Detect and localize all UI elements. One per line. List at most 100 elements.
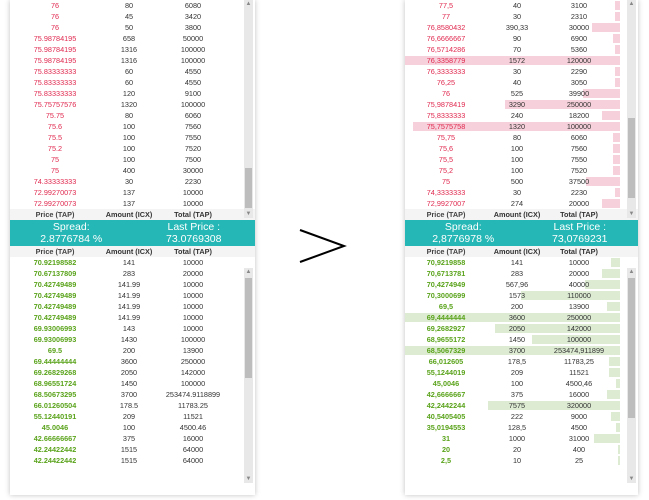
scroll-up-icon[interactable]: ▲	[628, 269, 635, 275]
bid-row[interactable]: 69,5 200 13900	[405, 301, 638, 312]
scroll-thumb[interactable]	[245, 278, 252, 378]
scroll-down-icon[interactable]: ▼	[628, 211, 635, 217]
scroll-down-icon[interactable]: ▼	[628, 476, 635, 482]
ask-row[interactable]: 76,6666667 90 6900	[405, 33, 638, 44]
depth-bar	[405, 313, 620, 322]
scroll-down-icon[interactable]: ▼	[245, 211, 252, 217]
ask-list[interactable]: 77,5 40 3100 77 30 2310 76,8580432 390,33 30000 7…	[405, 0, 638, 209]
ask-list[interactable]: 76 80 6080 76 45 3420 76 50 3800 75.98784195 658 50…	[10, 0, 255, 209]
ask-row[interactable]: 77 30 2310	[405, 11, 638, 22]
ask-row[interactable]: 76,25 40 3050	[405, 77, 638, 88]
bid-list[interactable]: 70.92198582 141 10000 70.67137809 283 20000 70…	[10, 257, 255, 466]
bid-row[interactable]: 55,1244019 209 11521	[405, 367, 638, 378]
bid-row[interactable]: 42.24422442 1515 64000	[10, 455, 255, 466]
ask-row[interactable]: 75.98784195 658 50000	[10, 33, 255, 44]
price-cell: 42.24422442	[33, 456, 77, 465]
ask-row[interactable]: 75 400 30000	[10, 165, 255, 176]
ask-row[interactable]: 76 50 3800	[10, 22, 255, 33]
ask-row[interactable]: 76 525 39900	[405, 88, 638, 99]
ask-scrollbar[interactable]: ▲ ▼	[627, 0, 636, 218]
bid-row[interactable]: 69.93006993 1430 100000	[10, 334, 255, 345]
ask-row[interactable]: 75 100 7500	[10, 154, 255, 165]
bid-row[interactable]: 70.42749489 141.99 10000	[10, 290, 255, 301]
ask-row[interactable]: 75,8333333 240 18200	[405, 110, 638, 121]
bid-row[interactable]: 42.24422442 1515 64000	[10, 444, 255, 455]
ask-row[interactable]: 74,3333333 30 2230	[405, 187, 638, 198]
bid-row[interactable]: 70.42749489 141.99 10000	[10, 279, 255, 290]
bid-row[interactable]: 68,5067329 3700 253474,911899	[405, 345, 638, 356]
bid-row[interactable]: 20 20 400	[405, 444, 638, 455]
ask-row[interactable]: 72,9927007 274 20000	[405, 198, 638, 209]
ask-row[interactable]: 72.99270073 137 10000	[10, 187, 255, 198]
ask-row[interactable]: 75 500 37500	[405, 176, 638, 187]
ask-row[interactable]: 75.98784195 1316 100000	[10, 55, 255, 66]
bid-row[interactable]: 45,0046 100 4500,46	[405, 378, 638, 389]
bid-row[interactable]: 70,9219858 141 10000	[405, 257, 638, 268]
bid-row[interactable]: 2,5 10 25	[405, 455, 638, 466]
bid-row[interactable]: 66,012605 178,5 11783,25	[405, 356, 638, 367]
bid-row[interactable]: 66.01260504 178.5 11783.25	[10, 400, 255, 411]
bid-row[interactable]: 40,5405405 222 9000	[405, 411, 638, 422]
scroll-up-icon[interactable]: ▲	[245, 1, 252, 7]
scroll-thumb[interactable]	[245, 168, 252, 208]
ask-row[interactable]: 75,75 80 6060	[405, 132, 638, 143]
ask-row[interactable]: 75,6 100 7560	[405, 143, 638, 154]
bid-row[interactable]: 68.50673295 3700 253474.9118899	[10, 389, 255, 400]
bid-row[interactable]: 70,4274949 567,96 40000	[405, 279, 638, 290]
bid-row[interactable]: 69,2682927 2050 142000	[405, 323, 638, 334]
ask-row[interactable]: 76,3333333 30 2290	[405, 66, 638, 77]
scroll-thumb[interactable]	[628, 118, 635, 198]
bid-row[interactable]: 42.66666667 375 16000	[10, 433, 255, 444]
bid-row[interactable]: 69.93006993 143 10000	[10, 323, 255, 334]
bid-row[interactable]: 69,4444444 3600 250000	[405, 312, 638, 323]
scroll-down-icon[interactable]: ▼	[245, 476, 252, 482]
bid-row[interactable]: 55.12440191 209 11521	[10, 411, 255, 422]
total-cell: 3420	[184, 12, 202, 21]
bid-row[interactable]: 69.26829268 2050 142000	[10, 367, 255, 378]
ask-row[interactable]: 74.33333333 30 2230	[10, 176, 255, 187]
ask-row[interactable]: 75.98784195 1316 100000	[10, 44, 255, 55]
ask-row[interactable]: 75.83333333 120 9100	[10, 88, 255, 99]
ask-row[interactable]: 75,7575758 1320 100000	[405, 121, 638, 132]
ask-row[interactable]: 75.6 100 7560	[10, 121, 255, 132]
bid-row[interactable]: 31 1000 31000	[405, 433, 638, 444]
ask-row[interactable]: 76 80 6080	[10, 0, 255, 11]
ask-row[interactable]: 75.5 100 7550	[10, 132, 255, 143]
ask-scrollbar[interactable]: ▲ ▼	[244, 0, 253, 218]
bid-row[interactable]: 70.92198582 141 10000	[10, 257, 255, 268]
ask-row[interactable]: 76,5714286 70 5360	[405, 44, 638, 55]
ask-row[interactable]: 75,2 100 7520	[405, 165, 638, 176]
ask-row[interactable]: 75,9878419 3290 250000	[405, 99, 638, 110]
bid-row[interactable]: 70.42749489 141.99 10000	[10, 301, 255, 312]
bid-row[interactable]: 42,2442244 7575 320000	[405, 400, 638, 411]
ask-row[interactable]: 76 45 3420	[10, 11, 255, 22]
ask-row[interactable]: 75.75757576 1320 100000	[10, 99, 255, 110]
bid-row[interactable]: 68.96551724 1450 100000	[10, 378, 255, 389]
total-cell: 10000	[182, 291, 204, 300]
bid-row[interactable]: 69.5 200 13900	[10, 345, 255, 356]
ask-row[interactable]: 76,3358779 1572 120000	[405, 55, 638, 66]
bid-scrollbar[interactable]: ▲ ▼	[627, 268, 636, 483]
ask-row[interactable]: 77,5 40 3100	[405, 0, 638, 11]
bid-row[interactable]: 70.42749489 141.99 10000	[10, 312, 255, 323]
ask-row[interactable]: 75,5 100 7550	[405, 154, 638, 165]
scroll-thumb[interactable]	[628, 278, 635, 418]
bid-row[interactable]: 70.67137809 283 20000	[10, 268, 255, 279]
ask-row[interactable]: 72.99270073 137 10000	[10, 198, 255, 209]
ask-row[interactable]: 75.83333333 60 4550	[10, 77, 255, 88]
ask-row[interactable]: 75.2 100 7520	[10, 143, 255, 154]
bid-list[interactable]: 70,9219858 141 10000 70,6713781 283 20000 70,4…	[405, 257, 638, 466]
ask-row[interactable]: 76,8580432 390,33 30000	[405, 22, 638, 33]
scroll-up-icon[interactable]: ▲	[628, 1, 635, 7]
bid-row[interactable]: 70,6713781 283 20000	[405, 268, 638, 279]
bid-row[interactable]: 35,0194553 128,5 4500	[405, 422, 638, 433]
bid-row[interactable]: 69.44444444 3600 250000	[10, 356, 255, 367]
ask-row[interactable]: 75.83333333 60 4550	[10, 66, 255, 77]
bid-row[interactable]: 68,9655172 1450 100000	[405, 334, 638, 345]
bid-row[interactable]: 42,6666667 375 16000	[405, 389, 638, 400]
bid-scrollbar[interactable]: ▲ ▼	[244, 268, 253, 483]
bid-row[interactable]: 70,3000699 1573 110000	[405, 290, 638, 301]
bid-row[interactable]: 45.0046 100 4500.46	[10, 422, 255, 433]
scroll-up-icon[interactable]: ▲	[245, 269, 252, 275]
ask-row[interactable]: 75.75 80 6060	[10, 110, 255, 121]
